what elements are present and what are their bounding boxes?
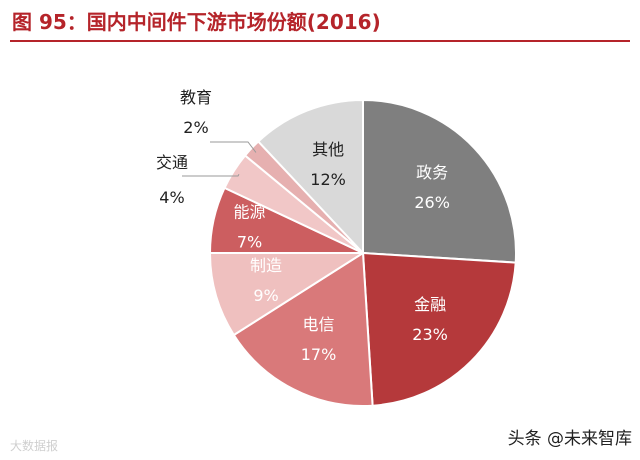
slice-name-label-2: 电信 <box>303 315 335 334</box>
slice-value-label-7: 12% <box>310 170 346 189</box>
slice-name-label-0: 政务 <box>416 163 448 182</box>
slice-name-label-5: 交通 <box>156 153 188 172</box>
pie-slice-2 <box>232 251 374 407</box>
title-rule <box>10 40 630 42</box>
slice-name-label-6: 教育 <box>180 88 212 107</box>
slice-value-label-1: 23% <box>412 325 448 344</box>
chart-title: 图 95：国内中间件下游市场份额(2016) <box>12 10 381 34</box>
slice-value-label-0: 26% <box>414 193 450 212</box>
leader-line-5 <box>182 174 240 177</box>
slice-name-label-4: 能源 <box>234 203 266 222</box>
slice-value-label-4: 7% <box>237 233 262 252</box>
slice-value-label-6: 2% <box>183 118 208 137</box>
slice-value-label-3: 9% <box>253 286 278 305</box>
pie-slice-3 <box>208 252 367 337</box>
leader-line-6 <box>210 141 257 153</box>
slice-name-label-7: 其他 <box>312 140 344 159</box>
pie-slice-7 <box>256 98 364 256</box>
slice-name-label-3: 制造 <box>250 256 282 275</box>
pie-slice-1 <box>361 251 517 407</box>
watermark-right: 头条 @未来智库 <box>507 429 632 449</box>
slice-name-label-1: 金融 <box>414 295 446 314</box>
pie-slice-0 <box>362 98 517 264</box>
watermark-left: 大数据报 <box>10 439 59 453</box>
slice-value-label-5: 4% <box>159 188 184 207</box>
slice-value-label-2: 17% <box>301 345 337 364</box>
